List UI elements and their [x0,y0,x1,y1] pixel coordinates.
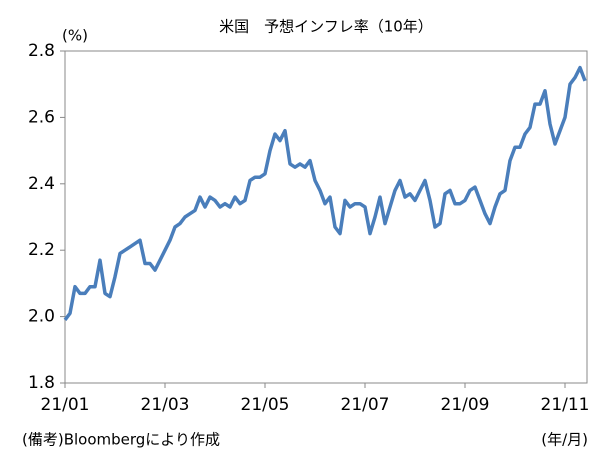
y-tick-label: 1.8 [28,373,55,393]
plot-frame [64,50,588,384]
y-unit: (%) [62,27,88,45]
y-tick-label: 2.2 [28,240,55,260]
y-tick-label: 2.0 [28,307,55,327]
data-line [63,65,587,321]
x-unit: (年/月) [541,431,588,449]
x-tick-label: 21/07 [341,395,390,415]
x-tick-label: 21/03 [141,395,190,415]
x-tick-label: 21/09 [441,395,490,415]
y-tick-label: 2.4 [28,174,55,194]
x-tick-label: 21/01 [41,395,90,415]
chart-title: 米国 予想インフレ率（10年） [219,18,433,36]
x-tick-label: 21/11 [541,395,590,415]
y-tick-label: 2.8 [28,41,55,61]
y-tick-label: 2.6 [28,107,55,127]
x-tick-label: 21/05 [241,395,290,415]
source-note: (備考)Bloombergにより作成 [22,431,220,449]
